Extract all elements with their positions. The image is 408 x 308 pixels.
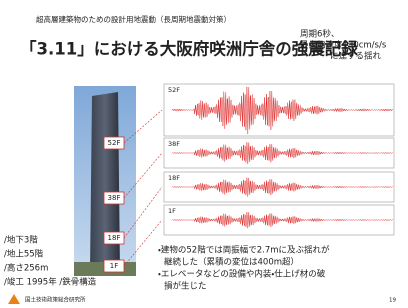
annotation-line: 周期6秒、	[300, 29, 339, 40]
slide: 超高層建築物のための設計用地震動（長周期地震動対策） 「3.11」における大阪府…	[0, 0, 408, 308]
bullet-line: ・建物の52階では両振幅で2.7mに及ぶ揺れが	[158, 245, 330, 256]
panel-label: 1F	[168, 207, 176, 215]
bullet-line: 損が生じた	[164, 281, 207, 292]
floor-label: 1F	[110, 262, 118, 270]
panel-label: 18F	[168, 174, 180, 182]
floor-label: 38F	[108, 194, 121, 202]
annotation-line: 最大加速度130cm/s/s	[300, 40, 387, 51]
panel-label: 38F	[168, 140, 180, 148]
seismograms: 52F 38F 18F 1F	[164, 84, 394, 235]
floor-label: 52F	[108, 139, 121, 147]
subtitle: 超高層建築物のための設計用地震動（長周期地震動対策）	[36, 14, 231, 24]
floor-label: 18F	[108, 234, 121, 242]
spec-line: /地上55階	[4, 249, 44, 260]
org: 国土技術政策総合研究所	[25, 296, 86, 304]
spec-line: /地下3階	[4, 235, 38, 246]
tower	[90, 92, 120, 272]
bullet-line: ・エレベータなどの設備や内装・仕上げ材の破	[158, 269, 326, 280]
panel-label: 52F	[168, 86, 180, 94]
annotation-line: に達する揺れ	[330, 51, 382, 62]
spec-line: /高さ256m	[4, 263, 48, 274]
spec-line: /竣工 1995年 /鉄骨構造	[4, 277, 97, 288]
bullet-line: 継続した（累積の変位は400m超）	[164, 257, 299, 268]
page-number: 19	[389, 298, 396, 304]
